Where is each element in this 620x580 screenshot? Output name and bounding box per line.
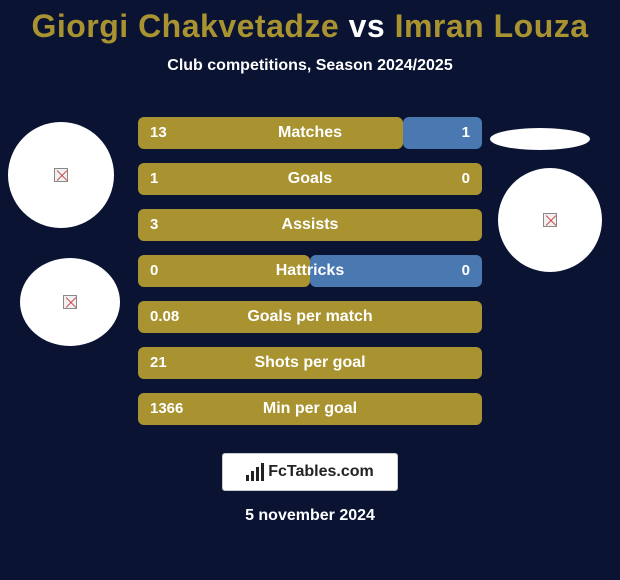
decor-circle [20, 258, 120, 346]
stat-row: Assists3 [138, 209, 482, 241]
title-player1: Giorgi Chakvetadze [31, 8, 339, 44]
stat-value-right: 0 [462, 255, 470, 287]
stat-label: Goals per match [138, 301, 482, 333]
stat-row: Shots per goal21 [138, 347, 482, 379]
stat-value-left: 0.08 [150, 301, 179, 333]
stat-value-left: 21 [150, 347, 167, 379]
title-vs: vs [349, 8, 386, 44]
placeholder-icon [63, 295, 77, 309]
stat-value-left: 1366 [150, 393, 183, 425]
logo-bars-icon [246, 463, 264, 481]
stat-value-left: 1 [150, 163, 158, 195]
stat-value-left: 0 [150, 255, 158, 287]
placeholder-icon [54, 168, 68, 182]
stat-row: Hattricks0 0 [138, 255, 482, 287]
subtitle: Club competitions, Season 2024/2025 [0, 57, 620, 75]
stat-row: Matches13 1 [138, 117, 482, 149]
stat-value-left: 3 [150, 209, 158, 241]
stat-row: Goals per match0.08 [138, 301, 482, 333]
page-title: Giorgi Chakvetadze vs Imran Louza [0, 0, 620, 45]
decor-circle [8, 122, 114, 228]
stat-label: Matches [138, 117, 482, 149]
stat-value-right: 1 [462, 117, 470, 149]
footer-date: 5 november 2024 [0, 507, 620, 525]
stat-label: Goals [138, 163, 482, 195]
stat-label: Shots per goal [138, 347, 482, 379]
stat-row: Goals1 0 [138, 163, 482, 195]
stat-row: Min per goal1366 [138, 393, 482, 425]
stat-label: Assists [138, 209, 482, 241]
stat-label: Min per goal [138, 393, 482, 425]
stat-label: Hattricks [138, 255, 482, 287]
footer-brand-text: FcTables.com [268, 463, 374, 481]
decor-circle [498, 168, 602, 272]
stat-value-right: 0 [462, 163, 470, 195]
title-player2: Imran Louza [395, 8, 589, 44]
stat-value-left: 13 [150, 117, 167, 149]
footer-logo: FcTables.com [222, 453, 398, 491]
placeholder-icon [543, 213, 557, 227]
decor-ellipse [490, 128, 590, 150]
